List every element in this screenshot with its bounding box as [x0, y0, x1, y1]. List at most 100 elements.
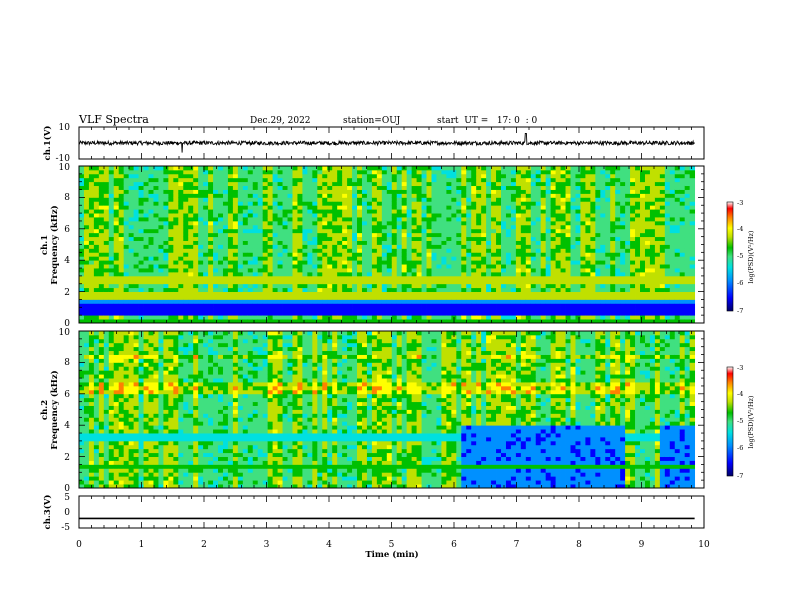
- spectrogram-cell: [257, 283, 264, 289]
- spectrogram-cell: [456, 217, 462, 222]
- spectrogram-cell: [381, 315, 388, 320]
- spectrogram-cell: [659, 240, 666, 245]
- spectrogram-cell: [679, 283, 686, 289]
- spectrogram-cell: [312, 181, 318, 187]
- spectrogram-cell: [520, 244, 527, 249]
- spectrogram-cell: [580, 295, 586, 300]
- spectrogram-cell: [505, 201, 512, 206]
- spectrogram-cell: [267, 201, 274, 206]
- spectrogram-cell: [332, 224, 338, 230]
- spectrogram-cell: [416, 260, 422, 265]
- spectrogram-cell: [292, 240, 298, 245]
- spectrogram-cell: [88, 311, 95, 316]
- spectrogram-cell: [456, 201, 462, 206]
- spectrogram-cell: [342, 205, 348, 210]
- spectrogram-cell: [595, 193, 601, 198]
- spectrogram-cell: [262, 264, 269, 269]
- spectrogram-cell: [208, 224, 214, 230]
- spectrogram-cell: [361, 240, 368, 245]
- spectrogram-cell: [565, 291, 571, 296]
- spectrogram-cell: [630, 287, 636, 293]
- spectrogram-cell: [371, 299, 378, 304]
- spectrogram-cell: [491, 260, 497, 265]
- spectrogram-cell: [481, 220, 487, 226]
- spectrogram-cell: [366, 236, 373, 241]
- spectrogram-cell: [560, 291, 566, 296]
- spectrogram-cell: [262, 224, 269, 230]
- spectrogram-cell: [585, 220, 591, 226]
- spectrogram-cell: [600, 303, 606, 308]
- spectrogram-cell: [312, 287, 318, 293]
- spectrogram-cell: [664, 268, 671, 273]
- spectrogram-cell: [669, 303, 676, 308]
- spectrogram-cell: [664, 303, 671, 308]
- spectrogram-cell: [659, 271, 666, 277]
- spectrogram-cell: [535, 197, 542, 202]
- spectrogram-cell: [555, 193, 561, 198]
- spectrogram-cell: [252, 173, 259, 179]
- spectrogram-cell: [436, 252, 442, 257]
- spectrogram-cell: [148, 232, 154, 238]
- spectrogram-cell: [679, 193, 686, 198]
- spectrogram-cell: [218, 311, 224, 316]
- spectrogram-cell: [143, 197, 149, 202]
- spectrogram-cell: [545, 217, 552, 222]
- spectrogram-cell: [505, 291, 512, 296]
- spectrogram-cell: [441, 185, 447, 190]
- spectrogram-cell: [575, 193, 581, 198]
- spectrogram-cell: [218, 299, 224, 304]
- spectrogram-cell: [515, 291, 522, 296]
- spectrogram-cell: [113, 244, 120, 249]
- spectrogram-cell: [118, 315, 125, 320]
- spectrogram-cell: [644, 283, 651, 289]
- spectrogram-cell: [93, 217, 100, 222]
- spectrogram-cell: [505, 260, 512, 265]
- spectrogram-cell: [133, 220, 139, 226]
- spectrogram-cell: [203, 240, 209, 245]
- spectrogram-cell: [347, 217, 353, 222]
- spectrogram-cell: [128, 256, 135, 261]
- spectrogram-cell: [610, 295, 616, 300]
- spectrogram-cell: [188, 275, 194, 281]
- spectrogram-cell: [337, 315, 343, 320]
- spectrogram-cell: [535, 220, 542, 226]
- spectrogram-cell: [580, 252, 586, 257]
- spectrogram-cell: [312, 315, 318, 320]
- spectrogram-cell: [565, 315, 571, 320]
- spectrogram-cell: [684, 315, 691, 320]
- spectrogram-cell: [525, 185, 532, 190]
- spectrogram-cell: [535, 224, 542, 230]
- spectrogram-cell: [630, 248, 636, 253]
- spectrogram-cell: [620, 319, 626, 324]
- spectrogram-cell: [446, 193, 452, 198]
- spectrogram-cell: [416, 244, 422, 249]
- spectrogram-cell: [178, 244, 184, 249]
- spectrogram-cell: [352, 240, 358, 245]
- spectrogram-cell: [530, 224, 537, 230]
- spectrogram-cell: [153, 240, 159, 245]
- spectrogram-cell: [381, 209, 388, 214]
- spectrogram-cell: [679, 299, 686, 304]
- spectrogram-cell: [416, 193, 422, 198]
- spectrogram-cell: [620, 228, 626, 234]
- spectrogram-cell: [103, 189, 110, 194]
- spectrogram-cell: [352, 303, 358, 308]
- spectrogram-cell: [262, 279, 269, 285]
- spectrogram-cell: [525, 256, 532, 261]
- spectrogram-cell: [625, 232, 631, 238]
- spectrogram-cell: [222, 197, 229, 202]
- spectrogram-cell: [456, 252, 462, 257]
- spectrogram-cell: [600, 220, 606, 226]
- spectrogram-cell: [635, 213, 641, 218]
- spectrogram-cell: [570, 177, 576, 183]
- spectrogram-cell: [426, 279, 432, 285]
- spectrogram-cell: [396, 311, 403, 316]
- spectrogram-cell: [540, 181, 547, 187]
- spectrogram-cell: [501, 275, 507, 281]
- spectrogram-cell: [128, 295, 135, 300]
- spectrogram-cell: [466, 232, 472, 238]
- spectrogram-cell: [138, 291, 144, 296]
- spectrogram-cell: [83, 201, 90, 206]
- spectrogram-cell: [79, 166, 85, 171]
- spectrogram-cell: [93, 271, 100, 277]
